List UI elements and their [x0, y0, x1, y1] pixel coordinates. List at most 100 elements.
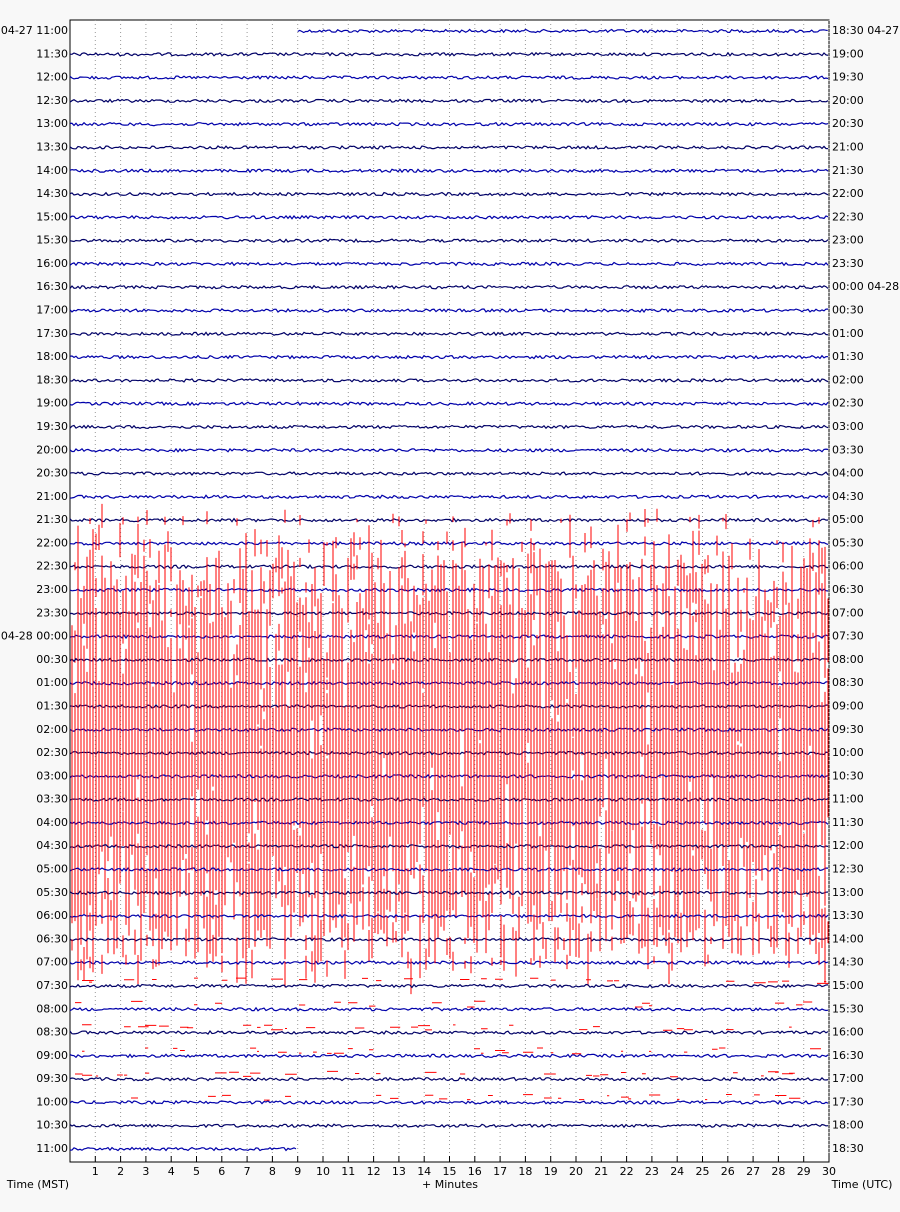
x-tick-label: 24 [670, 1165, 684, 1178]
x-tick-label: 7 [244, 1165, 251, 1178]
row-label-right: 17:30 [832, 1095, 864, 1108]
trace [69, 983, 829, 989]
event-dashes [82, 1024, 792, 1031]
row-label-right: 01:00 [832, 327, 864, 340]
row-label-left: 16:30 [36, 280, 68, 293]
x-tick-label: 11 [341, 1165, 355, 1178]
row-label-left: 08:00 [36, 1002, 68, 1015]
row-label-right: 18:30 [832, 1142, 864, 1155]
row-label-left: 10:30 [36, 1119, 68, 1132]
row-label-left: 11:30 [36, 47, 68, 60]
row-label-left: 04:30 [36, 839, 68, 852]
x-tick-label: 6 [218, 1165, 225, 1178]
x-tick-label: 8 [269, 1165, 276, 1178]
row-label-left: 11:00 [36, 1142, 68, 1155]
row-label-left: 16:00 [36, 257, 68, 270]
x-axis-label: + Minutes [422, 1178, 478, 1191]
row-label-right: 01:30 [832, 350, 864, 363]
x-tick-label: 17 [493, 1165, 507, 1178]
right-axis-label: Time (UTC) [831, 1178, 893, 1191]
row-label-right: 10:00 [832, 746, 864, 759]
row-label-right: 10:30 [832, 769, 864, 782]
row-label-right: 16:00 [832, 1026, 864, 1039]
row-label-right: 02:30 [832, 397, 864, 410]
row-label-left: 19:30 [36, 420, 68, 433]
row-label-right: 06:00 [832, 560, 864, 573]
row-label-right: 19:30 [832, 71, 864, 84]
trace [69, 191, 829, 197]
row-label-right: 22:00 [832, 187, 864, 200]
row-label-left: 01:30 [36, 699, 68, 712]
x-tick-label: 5 [193, 1165, 200, 1178]
row-label-left: 14:30 [36, 187, 68, 200]
row-label-left: 04:00 [36, 816, 68, 829]
x-tick-label: 12 [367, 1165, 381, 1178]
row-label-left: 23:00 [36, 583, 68, 596]
row-label-left: 07:30 [36, 979, 68, 992]
trace [69, 1146, 297, 1152]
row-label-right: 16:30 [832, 1049, 864, 1062]
trace [69, 890, 829, 896]
row-label-left: 20:30 [36, 467, 68, 480]
event-burst [74, 817, 826, 966]
event-dashes [75, 1070, 795, 1078]
row-label-left: 12:30 [36, 94, 68, 107]
row-label-right: 11:00 [832, 793, 864, 806]
event-dashes [82, 977, 829, 984]
trace [69, 121, 829, 127]
row-label-left: 10:00 [36, 1095, 68, 1108]
x-tick-label: 2 [117, 1165, 124, 1178]
row-label-right: 13:00 [832, 886, 864, 899]
event-dashes [82, 1047, 821, 1055]
x-tick-label: 21 [594, 1165, 608, 1178]
row-label-right: 21:30 [832, 164, 864, 177]
trace [69, 937, 828, 942]
row-label-right: 14:00 [832, 932, 864, 945]
row-label-right: 03:00 [832, 420, 864, 433]
trace [69, 541, 829, 546]
trace [69, 214, 829, 220]
row-label-left: 12:00 [36, 71, 68, 84]
event-burst [89, 503, 820, 532]
row-label-left: 04-27 11:00 [1, 24, 68, 37]
x-tick-label: 26 [721, 1165, 735, 1178]
row-label-left: 00:30 [36, 653, 68, 666]
trace [69, 913, 829, 919]
x-tick-label: 3 [142, 1165, 149, 1178]
row-label-left: 05:30 [36, 886, 68, 899]
trace [69, 797, 829, 802]
row-label-right: 22:30 [832, 210, 864, 223]
row-label-right: 23:30 [832, 257, 864, 270]
row-label-right: 05:00 [832, 513, 864, 526]
x-tick-label: 22 [620, 1165, 634, 1178]
x-tick-label: 25 [696, 1165, 710, 1178]
trace [69, 447, 829, 453]
row-label-right: 03:30 [832, 443, 864, 456]
row-label-right: 09:00 [832, 699, 864, 712]
x-tick-label: 18 [518, 1165, 532, 1178]
trace [69, 1053, 829, 1059]
trace [69, 867, 828, 872]
trace [69, 331, 829, 337]
x-tick-label: 20 [569, 1165, 583, 1178]
row-label-left: 15:30 [36, 234, 68, 247]
trace [69, 308, 828, 314]
row-label-left: 17:00 [36, 304, 68, 317]
row-label-left: 03:00 [36, 769, 68, 782]
trace [69, 401, 829, 407]
x-tick-label: 30 [822, 1165, 836, 1178]
x-tick-label: 9 [294, 1165, 301, 1178]
row-label-left: 09:30 [36, 1072, 68, 1085]
row-label-right: 08:30 [832, 676, 864, 689]
row-label-left: 13:00 [36, 117, 68, 130]
trace [69, 75, 829, 80]
row-label-left: 18:00 [36, 350, 68, 363]
row-label-left: 03:30 [36, 793, 68, 806]
row-label-left: 14:00 [36, 164, 68, 177]
row-label-left: 01:00 [36, 676, 68, 689]
event-burst [71, 891, 829, 986]
row-label-right: 17:00 [832, 1072, 864, 1085]
x-tick-label: 16 [468, 1165, 482, 1178]
row-label-left: 06:30 [36, 932, 68, 945]
